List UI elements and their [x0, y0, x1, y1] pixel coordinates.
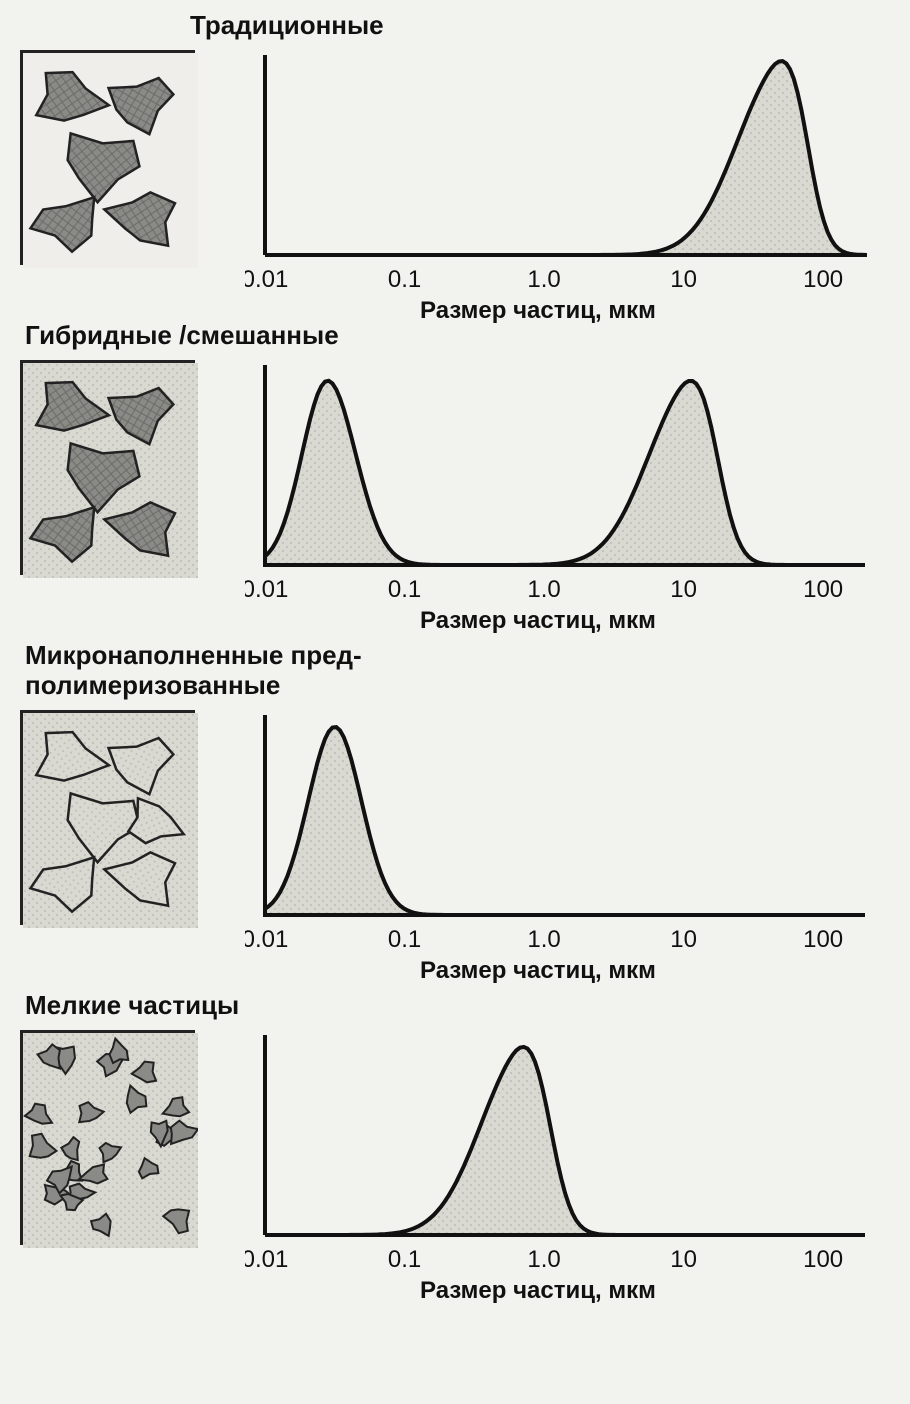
svg-text:1.0: 1.0: [527, 266, 560, 293]
panel-microfilled-title: полимеризованные: [25, 670, 280, 701]
panel-small-xaxis-label: Размер частиц, мкм: [420, 1277, 656, 1305]
panel-small-title: Мелкие частицы: [25, 990, 239, 1021]
svg-text:100: 100: [803, 576, 843, 603]
panel-hybrid-title: Гибридные /смешанные: [25, 320, 339, 351]
panel-small-chart: 0.01 0.1 1.0 10 100: [245, 1025, 885, 1280]
svg-text:10: 10: [670, 266, 697, 293]
panel-microfilled-xaxis-label: Размер частиц, мкм: [420, 957, 656, 985]
svg-text:0.01: 0.01: [245, 1246, 288, 1273]
panel-traditional-thumbnail: [20, 50, 195, 265]
svg-text:0.1: 0.1: [388, 1246, 421, 1273]
svg-text:0.1: 0.1: [388, 576, 421, 603]
svg-text:0.1: 0.1: [388, 926, 421, 953]
svg-text:1.0: 1.0: [527, 576, 560, 603]
svg-text:10: 10: [670, 576, 697, 603]
panel-microfilled-chart: 0.01 0.1 1.0 10 100: [245, 705, 885, 960]
svg-text:0.01: 0.01: [245, 926, 288, 953]
svg-text:0.01: 0.01: [245, 576, 288, 603]
svg-text:0.01: 0.01: [245, 266, 288, 293]
svg-text:10: 10: [670, 1246, 697, 1273]
panel-traditional: Традиционные0.010.11.010100Размер частиц…: [0, 10, 910, 340]
panel-microfilled-thumbnail: [20, 710, 195, 925]
panel-hybrid-chart: 0.01 0.1 1.0 10 100: [245, 355, 885, 610]
panel-hybrid-thumbnail: [20, 360, 195, 575]
panel-small-thumbnail: [20, 1030, 195, 1245]
svg-text:0.1: 0.1: [388, 266, 421, 293]
svg-text:100: 100: [803, 926, 843, 953]
panel-hybrid: Гибридные /смешанные 0.01 0.1 1.0 10 100 Разме…: [0, 320, 910, 650]
svg-text:100: 100: [803, 266, 843, 293]
svg-text:10: 10: [670, 926, 697, 953]
panel-microfilled: Микронаполненные пред-полимеризованные 0.…: [0, 640, 910, 970]
panel-traditional-title: Традиционные: [190, 10, 384, 41]
panel-traditional-chart: 0.01 0.1 1.0 10 100: [245, 45, 885, 300]
svg-text:1.0: 1.0: [527, 926, 560, 953]
panel-hybrid-xaxis-label: Размер частиц, мкм: [420, 607, 656, 635]
panel-small: Мелкие частицы 0.01 0.1 1.0 10 100 Размер част…: [0, 990, 910, 1320]
svg-text:1.0: 1.0: [527, 1246, 560, 1273]
svg-text:100: 100: [803, 1246, 843, 1273]
panel-microfilled-title: Микронаполненные пред-: [25, 640, 362, 671]
